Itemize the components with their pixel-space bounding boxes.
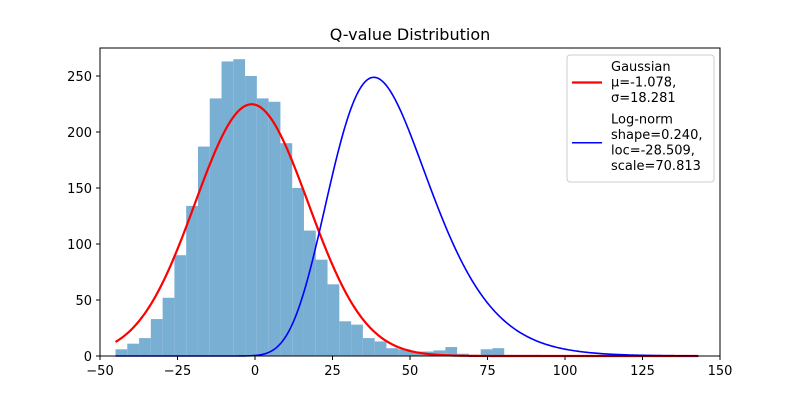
histogram-bar xyxy=(374,341,387,356)
histogram-bar xyxy=(150,319,163,356)
legend: Gaussian μ=-1.078, σ=18.281 Log-norm shape=0… xyxy=(566,54,715,183)
y-tick-label: 50 xyxy=(75,294,92,309)
y-tick-label: 100 xyxy=(67,238,92,253)
histogram-bar xyxy=(256,98,269,357)
histogram-bar xyxy=(245,76,257,356)
histogram-bar xyxy=(445,347,458,356)
histogram-bar xyxy=(197,146,210,356)
histogram-bar xyxy=(315,259,328,356)
histogram-bars xyxy=(115,59,540,357)
x-tick-label: 25 xyxy=(324,364,341,379)
histogram-bar xyxy=(339,321,352,356)
histogram-bar xyxy=(186,205,198,356)
histogram-bar xyxy=(233,59,246,356)
x-tick-label: −25 xyxy=(164,364,191,379)
histogram-bar xyxy=(410,351,422,356)
legend-label: Log-norm shape=0.240, loc=-28.509, scale=70… xyxy=(611,113,702,175)
histogram-bar xyxy=(351,324,363,356)
histogram-bar xyxy=(221,61,234,356)
y-tick-label: 0 xyxy=(84,350,92,365)
y-tick-label: 250 xyxy=(67,70,92,85)
histogram-bar xyxy=(398,349,410,356)
histogram-bar xyxy=(386,348,399,356)
histogram-bar xyxy=(115,349,128,356)
histogram-bar xyxy=(292,188,304,356)
x-tick-label: 150 xyxy=(708,364,733,379)
x-axis: −50 −25 0 25 50 75 100 125 150 xyxy=(86,356,732,379)
histogram-bar xyxy=(162,297,175,356)
y-axis: 0 50 100 150 200 250 xyxy=(67,70,100,365)
x-tick-label: 0 xyxy=(251,364,259,379)
histogram-bar xyxy=(303,230,316,356)
histogram-bar xyxy=(127,343,140,356)
legend-label: Gaussian μ=-1.078, σ=18.281 xyxy=(611,60,676,106)
histogram-bar xyxy=(174,255,187,356)
y-tick-label: 200 xyxy=(67,126,92,141)
histogram-bar xyxy=(139,338,151,356)
histogram-bar xyxy=(480,349,493,356)
chart-title: Q-value Distribution xyxy=(330,25,491,44)
x-tick-label: 100 xyxy=(553,364,578,379)
x-tick-label: 75 xyxy=(479,364,496,379)
histogram-bar xyxy=(280,143,293,356)
x-tick-label: 50 xyxy=(402,364,419,379)
x-tick-label: 125 xyxy=(630,364,655,379)
histogram-bar xyxy=(433,350,446,356)
x-tick-label: −50 xyxy=(86,364,113,379)
histogram-bar xyxy=(327,284,340,356)
histogram-bar xyxy=(492,348,505,356)
y-tick-label: 150 xyxy=(67,182,92,197)
histogram-bar xyxy=(268,101,281,356)
histogram-bar xyxy=(362,338,375,356)
legend-box xyxy=(566,54,715,183)
histogram-bar xyxy=(209,98,222,357)
